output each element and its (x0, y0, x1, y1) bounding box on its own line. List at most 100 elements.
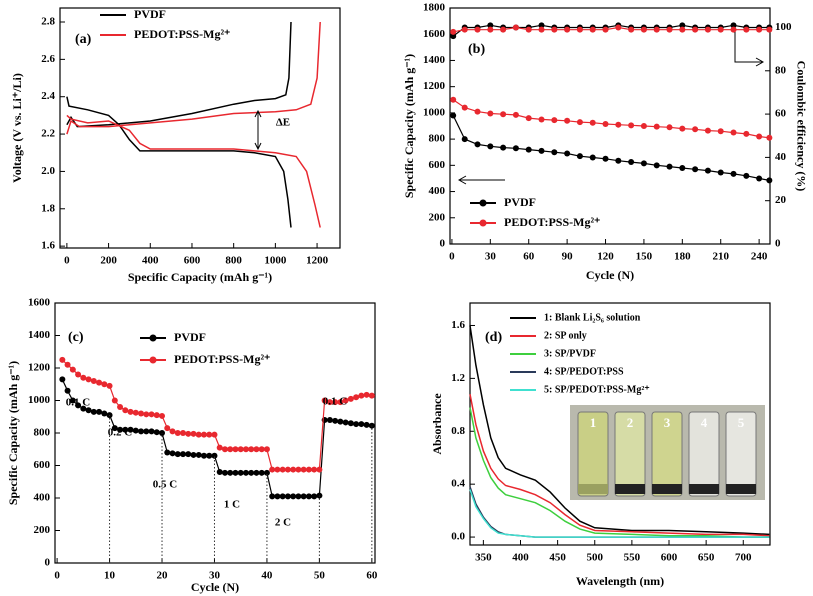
data-point (538, 22, 545, 29)
data-point (692, 166, 699, 173)
data-point (756, 133, 763, 140)
data-point (576, 153, 583, 160)
data-point (666, 26, 673, 33)
annotation: 2 C (275, 517, 291, 529)
y-tick-label: 0.0 (451, 531, 465, 543)
data-point (321, 397, 328, 404)
y-tick-label: 1600 (423, 28, 446, 40)
y-tick-label: 1400 (423, 54, 446, 66)
arrow-left (457, 175, 505, 185)
data-point (305, 493, 312, 500)
x-tick-label: 200 (100, 255, 117, 267)
data-point (576, 119, 583, 126)
data-point (242, 469, 249, 476)
y-tick-label: 0 (45, 557, 51, 569)
data-point (551, 149, 558, 156)
data-point (500, 26, 507, 33)
data-point (274, 493, 281, 500)
data-point (640, 123, 647, 129)
data-point (300, 493, 307, 500)
data-point (363, 391, 370, 398)
data-point (80, 374, 87, 381)
data-point (211, 452, 218, 459)
data-point (269, 466, 276, 473)
data-point (221, 446, 228, 453)
data-point (290, 466, 297, 473)
y-tick-label: 400 (429, 185, 446, 197)
annotation: 0.1 C (66, 397, 91, 409)
data-point (200, 452, 207, 459)
inset-label: 1 (590, 415, 597, 430)
legend-label: PVDF (504, 195, 536, 209)
panel-label: (b) (468, 42, 485, 57)
data-point (253, 469, 260, 476)
y2-tick-label: 100 (775, 21, 792, 33)
data-point (164, 449, 171, 456)
data-point (358, 421, 365, 428)
data-point (85, 376, 92, 383)
annotation: 0.5 C (153, 479, 178, 491)
legend-marker (479, 219, 487, 227)
data-point (538, 147, 545, 154)
y-tick-label: 0.8 (451, 425, 465, 437)
data-point (450, 28, 457, 35)
vial (577, 411, 609, 497)
data-point (326, 399, 333, 406)
data-point (143, 428, 150, 435)
data-point (347, 420, 354, 427)
x-tick-label: 40 (261, 570, 273, 582)
data-point (461, 26, 468, 33)
x-tick-label: 650 (698, 552, 715, 564)
data-point (248, 469, 255, 476)
y2-axis-label: Coulombic efficiency (%) (794, 61, 808, 192)
vial-bottom (652, 484, 682, 494)
y-tick-label: 200 (34, 524, 51, 536)
y-tick-label: 400 (34, 492, 51, 504)
legend-label: 5: SP/PEDOT:PSS-Mg²⁺ (544, 384, 650, 395)
inset-label: 4 (701, 415, 708, 430)
y-tick-label: 200 (429, 211, 446, 223)
vial-bottom (689, 484, 719, 494)
data-point (290, 493, 297, 500)
data-point (75, 371, 82, 378)
x-axis-label: Specific Capacity (mAh g⁻¹) (128, 270, 272, 284)
y-tick-label: 1000 (28, 394, 51, 406)
y-tick-label: 1.6 (41, 240, 55, 252)
y-tick-label: 1200 (423, 80, 446, 92)
x-tick-label: 450 (549, 552, 566, 564)
y-axis-label: Voltage (V vs. Li⁺/Li) (10, 73, 24, 183)
data-point (174, 451, 181, 458)
y-tick-label: 800 (429, 133, 446, 145)
x-tick-label: 800 (225, 255, 242, 267)
data-point (332, 417, 339, 424)
data-point (96, 379, 103, 386)
data-point (766, 177, 773, 184)
y-tick-label: 2.4 (41, 90, 55, 102)
data-point (474, 141, 481, 148)
x-tick-label: 1200 (306, 255, 329, 267)
x-tick-label: 550 (624, 552, 641, 564)
x-tick-label: 30 (209, 570, 221, 582)
data-point (615, 157, 622, 164)
data-point (602, 155, 609, 162)
data-point (59, 356, 66, 363)
data-point (263, 446, 270, 453)
data-point (169, 428, 176, 435)
x-tick-label: 0 (64, 255, 70, 267)
data-point (216, 469, 223, 475)
data-point (500, 144, 507, 151)
y-tick-label: 1000 (423, 106, 446, 118)
data-point (589, 119, 596, 126)
data-point (756, 175, 763, 182)
data-point (717, 128, 724, 135)
data-point (551, 26, 558, 33)
legend-label: PVDF (134, 7, 166, 21)
data-point (295, 493, 302, 500)
data-point (221, 469, 228, 476)
data-point (106, 382, 113, 389)
data-point (75, 402, 82, 409)
data-point (132, 427, 139, 434)
data-point (122, 407, 129, 414)
y-tick-label: 600 (34, 459, 51, 471)
x-tick-label: 180 (674, 251, 691, 263)
